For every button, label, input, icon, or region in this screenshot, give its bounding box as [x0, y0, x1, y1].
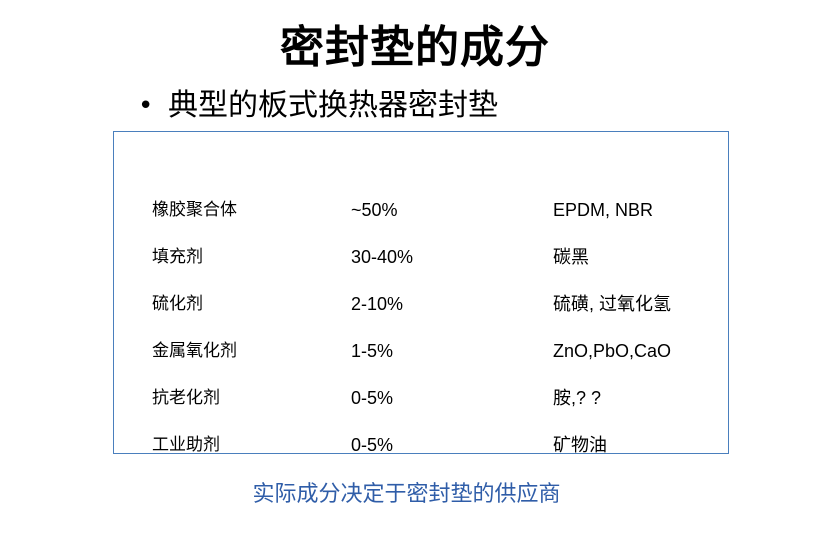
- component-example: 硫磺, 过氧化氢: [553, 294, 672, 314]
- component-name: 抗老化剂: [152, 388, 220, 408]
- table-row: 橡胶聚合体 ~50% EPDM, NBR: [114, 195, 728, 225]
- component-example: 碳黑: [553, 247, 589, 267]
- component-name: 硫化剂: [152, 294, 203, 314]
- table-row: 抗老化剂 0-5% 胺,? ?: [114, 383, 728, 413]
- component-percent: 1-5%: [351, 341, 394, 361]
- component-example: 矿物油: [553, 435, 607, 454]
- component-percent: 30-40%: [351, 247, 414, 267]
- component-name: 填充剂: [152, 247, 203, 267]
- component-example: ZnO,PbO,CaO: [553, 341, 672, 361]
- table-row: 工业助剂 0-5% 矿物油: [114, 430, 728, 454]
- table-row: 硫化剂 2-10% 硫磺, 过氧化氢: [114, 289, 728, 319]
- footnote: 实际成分决定于密封垫的供应商: [252, 482, 561, 507]
- component-name: 金属氧化剂: [152, 341, 237, 361]
- component-percent: 2-10%: [351, 294, 404, 314]
- component-name: 橡胶聚合体: [152, 200, 237, 220]
- component-percent: 0-5%: [351, 388, 394, 408]
- bullet-text: 典型的板式换热器密封垫: [168, 88, 498, 123]
- bullet-item: • 典型的板式换热器密封垫: [138, 84, 498, 128]
- table-row: 填充剂 30-40% 碳黑: [114, 242, 728, 272]
- bullet-symbol: •: [138, 91, 154, 121]
- component-example: 胺,? ?: [553, 388, 602, 408]
- component-name: 工业助剂: [152, 435, 220, 454]
- composition-table: 橡胶聚合体 ~50% EPDM, NBR 填充剂 30-40% 碳黑 硫化剂 2…: [113, 131, 729, 454]
- table-row: 金属氧化剂 1-5% ZnO,PbO,CaO: [114, 336, 728, 366]
- component-percent: ~50%: [351, 200, 398, 220]
- component-example: EPDM, NBR: [553, 200, 654, 220]
- slide-title: 密封垫的成分: [280, 22, 550, 73]
- component-percent: 0-5%: [351, 435, 394, 454]
